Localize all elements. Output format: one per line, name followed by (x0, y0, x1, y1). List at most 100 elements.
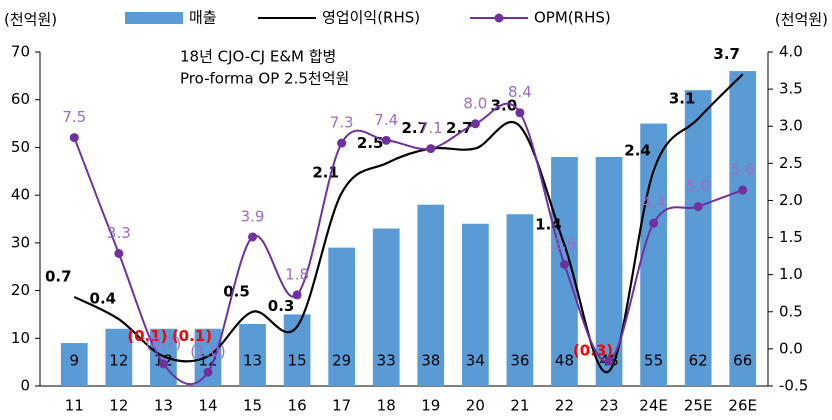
x-tick-label: 15 (243, 397, 262, 415)
data-label: 1.4 (535, 215, 562, 233)
y-tick-label: 30 (11, 233, 30, 251)
data-label: (0.1) (172, 327, 212, 345)
data-label: 1.8 (285, 265, 309, 283)
legend-marker (494, 13, 504, 23)
data-label: 0.5 (223, 282, 250, 300)
data-label: (1.0) (190, 343, 226, 361)
x-tick-label: 13 (154, 397, 173, 415)
y2-tick-label: 1.5 (779, 228, 803, 246)
data-label: (0.3) (573, 342, 613, 360)
bar (684, 90, 712, 387)
bar-label: 55 (644, 352, 663, 370)
y2-tick-label: 3.0 (779, 117, 803, 135)
bar-label: 36 (510, 352, 529, 370)
y-tick-label: 60 (11, 90, 30, 108)
y2-tick-label: 0.0 (779, 339, 803, 357)
x-tick-label: 24E (639, 397, 668, 415)
x-tick-label: 25E (684, 397, 713, 415)
bar (417, 204, 445, 386)
point (515, 108, 525, 118)
right-unit: (천억원) (775, 11, 828, 29)
x-tick-label: 14 (198, 397, 217, 415)
point (248, 232, 258, 242)
y2-tick-label: 0.5 (779, 302, 803, 320)
data-label: 7.4 (374, 111, 398, 129)
x-tick-label: 12 (109, 397, 128, 415)
point (337, 138, 347, 148)
legend-label: 매출 (189, 9, 217, 27)
y-tick-label: 40 (11, 186, 30, 204)
y-tick-label: 0 (20, 377, 30, 395)
y-tick-label: 50 (11, 138, 30, 156)
point (203, 367, 213, 377)
bar (372, 228, 400, 386)
data-label: 0.7 (45, 267, 72, 285)
bar (640, 123, 667, 387)
y2-tick-label: 2.5 (779, 154, 803, 172)
annotation: Pro-forma OP 2.5천억원 (180, 70, 349, 88)
data-label: 2.9 (553, 235, 577, 253)
data-label: 0.4 (90, 290, 117, 308)
data-label: 3.9 (241, 207, 265, 225)
bar-label: 48 (555, 352, 574, 370)
data-label: 2.4 (624, 141, 651, 159)
bar (239, 323, 266, 386)
bar-label: 38 (421, 352, 440, 370)
data-label: 3.1 (669, 89, 696, 107)
point (426, 144, 436, 154)
legend-label: 영업이익(RHS) (322, 9, 420, 27)
bar (461, 223, 489, 386)
point (470, 119, 480, 129)
bar (729, 71, 757, 386)
data-label: 3.0 (491, 97, 518, 115)
bar (60, 343, 88, 386)
data-label: 3.3 (107, 224, 131, 242)
legend-label: OPM(RHS) (534, 9, 611, 27)
bar-label: 62 (689, 352, 708, 370)
data-label: 2.7 (401, 119, 428, 137)
x-tick-label: 17 (332, 397, 351, 415)
x-tick-label: 21 (510, 397, 529, 415)
annotation: 18년 CJO-CJ E&M 합병 (180, 48, 336, 66)
y-tick-label: 10 (11, 329, 30, 347)
point (604, 356, 614, 366)
data-label: 8.4 (508, 83, 532, 101)
x-tick-label: 18 (377, 397, 396, 415)
data-label: 2.7 (446, 119, 473, 137)
data-label: 5.6 (731, 161, 755, 179)
left-unit: (천억원) (4, 11, 57, 29)
x-tick-label: 16 (288, 397, 307, 415)
data-label: 4.4 (642, 194, 666, 212)
y-tick-label: 20 (11, 281, 30, 299)
y2-tick-label: 2.0 (779, 191, 803, 209)
x-tick-label: 20 (466, 397, 485, 415)
data-label: 7.5 (62, 108, 86, 126)
data-label: (0.7) (146, 334, 182, 352)
point (381, 135, 391, 145)
bar-label: 12 (109, 352, 128, 370)
x-tick-label: 22 (555, 397, 574, 415)
data-label: 8.0 (463, 94, 487, 112)
bar-label: 9 (70, 352, 80, 370)
data-label: 2.5 (357, 134, 384, 152)
point (559, 260, 569, 270)
bar (506, 214, 534, 386)
bar-label: 34 (466, 352, 485, 370)
x-tick-label: 19 (421, 397, 440, 415)
bar-label: 66 (733, 352, 752, 370)
x-tick-label: 23 (599, 397, 618, 415)
y2-tick-label: -0.5 (779, 377, 808, 395)
bar (105, 328, 133, 386)
data-label: 7.3 (330, 114, 354, 132)
point (649, 218, 659, 228)
y-tick-label: 70 (11, 43, 30, 61)
y2-tick-label: 1.0 (779, 265, 803, 283)
bar (328, 247, 356, 386)
y2-tick-label: 4.0 (779, 43, 803, 61)
point (158, 359, 168, 369)
point (292, 290, 302, 300)
bar-label: 13 (243, 352, 262, 370)
data-label: (0.1) (127, 327, 167, 345)
point (114, 249, 124, 259)
